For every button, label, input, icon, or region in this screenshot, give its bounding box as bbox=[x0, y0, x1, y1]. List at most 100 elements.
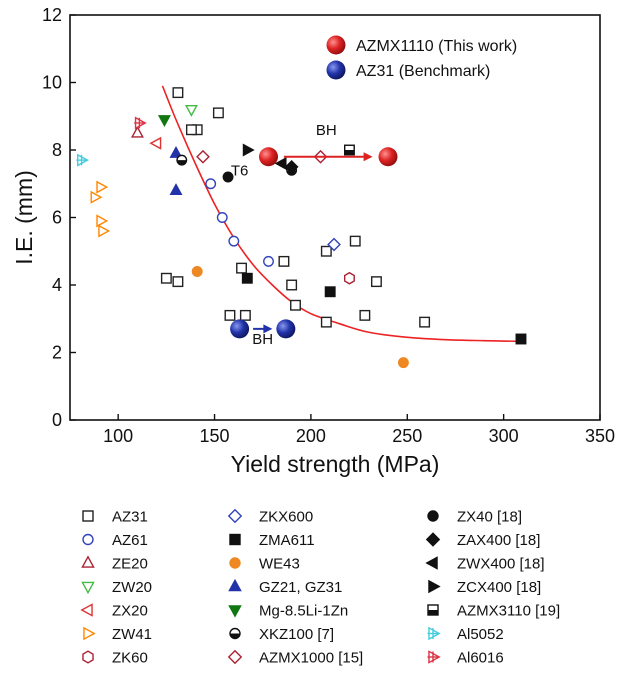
arrow-head bbox=[263, 324, 273, 334]
x-tick-label: 100 bbox=[103, 426, 133, 446]
legend-marker-zcx400-18 bbox=[428, 579, 441, 594]
legend-item-zkx600: ZKX600 bbox=[227, 508, 313, 526]
data-point-az31-benchmark bbox=[230, 319, 250, 339]
data-point-zw41 bbox=[96, 214, 109, 228]
legend-label: AZ31 bbox=[112, 509, 148, 526]
data-point-zx40-18 bbox=[222, 171, 234, 183]
data-point-zw41 bbox=[98, 224, 111, 238]
legend-label: ZX40 [18] bbox=[457, 509, 522, 526]
data-point-zw20 bbox=[184, 104, 198, 117]
legend-label: ZAX400 [18] bbox=[457, 532, 540, 549]
data-point-az31 bbox=[212, 107, 224, 119]
data-point-azmx1110-this-work bbox=[378, 147, 398, 167]
series-zax400-18 bbox=[284, 159, 299, 174]
legend-label: XKZ100 [7] bbox=[259, 626, 334, 643]
data-point-az31 bbox=[160, 272, 172, 284]
legend-item-zx40-18: ZX40 [18] bbox=[427, 509, 522, 526]
data-point-az31 bbox=[236, 262, 247, 274]
annotation-label: BH bbox=[316, 122, 337, 139]
legend-item-al6016: Al6016 bbox=[427, 650, 504, 667]
y-axis-title: I.E. (mm) bbox=[11, 170, 37, 265]
legend-label: Al6016 bbox=[457, 650, 504, 667]
legend-item-ze20: ZE20 bbox=[81, 555, 148, 573]
y-tick-label: 10 bbox=[42, 73, 62, 93]
data-point-we43 bbox=[397, 357, 409, 369]
legend-marker-xkz100-7-fill bbox=[230, 633, 240, 639]
series-zwx400-18 bbox=[274, 157, 287, 170]
series-gz21-gz31 bbox=[169, 146, 183, 196]
legend-marker-zkx600 bbox=[227, 508, 243, 524]
arrow bbox=[253, 324, 273, 334]
legend-label: Mg-8.5Li-1Zn bbox=[259, 603, 348, 620]
legend-marker-ze20 bbox=[81, 555, 95, 568]
legend-item-az61: AZ61 bbox=[82, 532, 148, 549]
legend-item-xkz100-7: XKZ100 [7] bbox=[229, 626, 334, 643]
series-zkx600 bbox=[327, 237, 341, 252]
data-point-az61 bbox=[205, 178, 217, 190]
legend-item-zk60: ZK60 bbox=[82, 650, 148, 667]
legend-marker-zw20 bbox=[81, 581, 95, 595]
annotation-label: BH bbox=[252, 331, 273, 348]
arrows-layer bbox=[253, 152, 373, 334]
fit-curve-layer bbox=[161, 85, 521, 343]
top-legend-marker bbox=[326, 60, 346, 80]
legend-marker-zw41 bbox=[83, 626, 96, 641]
legend-label: ZX20 bbox=[112, 603, 148, 620]
x-tick-label: 250 bbox=[392, 426, 422, 446]
data-point-az31 bbox=[370, 276, 382, 288]
data-point-mg-8-5li-1zn bbox=[157, 115, 171, 127]
legend-item-zma611: ZMA611 bbox=[229, 532, 315, 549]
data-point-az31 bbox=[419, 316, 431, 328]
data-point-zma611 bbox=[241, 272, 253, 284]
data-point-az61 bbox=[228, 235, 240, 247]
axes: 100 150 200 250 300 350 0 2 4 6 8 10 12 Yield strengt… bbox=[11, 5, 615, 477]
bottom-legend: AZ31 AZ61 ZE20 ZW20 ZX20 ZW41 ZK60 ZKX600 ZMA611… bbox=[80, 508, 560, 667]
legend-marker-zk60 bbox=[82, 650, 94, 664]
legend-item-zwx400-18: ZWX400 [18] bbox=[425, 556, 545, 573]
data-point-az31-benchmark bbox=[276, 319, 296, 339]
y-tick-label: 0 bbox=[52, 410, 62, 430]
legend-marker-az31 bbox=[82, 510, 94, 522]
data-point-az61 bbox=[216, 212, 228, 223]
data-point-ze20 bbox=[130, 125, 144, 138]
y-tick-label: 2 bbox=[52, 343, 62, 363]
legend-marker-al5052 bbox=[427, 626, 441, 641]
legend-marker-mg-8-5li-1zn bbox=[228, 605, 242, 618]
series-zk60 bbox=[343, 271, 355, 285]
legend-marker-azmx3110-19 bbox=[427, 604, 439, 616]
data-point-azmx3110-19-fill bbox=[344, 150, 355, 155]
series-zw41 bbox=[90, 180, 111, 238]
legend-item-al5052: Al5052 bbox=[427, 626, 504, 643]
legend-marker-al6016 bbox=[427, 650, 441, 664]
data-point-az31 bbox=[239, 309, 251, 321]
legend-label: Al5052 bbox=[457, 626, 504, 643]
legend-item-zcx400-18: ZCX400 [18] bbox=[428, 579, 541, 596]
legend-marker-gz21-gz31 bbox=[228, 578, 242, 592]
legend-label: ZMA611 bbox=[259, 532, 315, 549]
data-point-we43 bbox=[191, 266, 203, 277]
legend-item-azmx1000-15: AZMX1000 [15] bbox=[227, 650, 363, 667]
data-point-xkz100-7-fill bbox=[177, 160, 187, 165]
legend-item-we43: WE43 bbox=[229, 556, 300, 573]
series-az31 bbox=[160, 87, 431, 328]
legend-label: WE43 bbox=[259, 556, 300, 573]
legend-item-zw20: ZW20 bbox=[81, 579, 152, 596]
legend-item-zx20: ZX20 bbox=[80, 603, 148, 620]
legend-label: ZKX600 bbox=[259, 509, 313, 526]
arrow bbox=[283, 152, 373, 162]
data-point-az31 bbox=[359, 309, 371, 321]
data-point-xkz100-7 bbox=[176, 154, 188, 166]
legend-item-azmx3110-19: AZMX3110 [19] bbox=[427, 603, 560, 620]
x-tick-label: 150 bbox=[200, 426, 230, 446]
series-al6016 bbox=[134, 116, 147, 130]
series-ze20 bbox=[130, 125, 144, 138]
legend-label: ZE20 bbox=[112, 556, 148, 573]
legend-label: AZ61 bbox=[112, 532, 148, 549]
top-legend-label: AZMX1110 (This work) bbox=[356, 38, 517, 55]
legend-label: ZW20 bbox=[112, 579, 152, 596]
legend-marker-zx40-18 bbox=[427, 510, 439, 522]
data-point-az31 bbox=[278, 255, 290, 267]
data-points-layer bbox=[76, 87, 527, 369]
legend-marker-xkz100-7 bbox=[229, 627, 241, 640]
